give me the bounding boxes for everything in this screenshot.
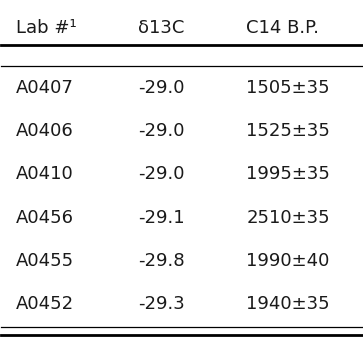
- Text: -29.0: -29.0: [138, 122, 185, 140]
- Text: 1525±35: 1525±35: [246, 122, 330, 140]
- Text: A0452: A0452: [16, 295, 74, 313]
- Text: A0455: A0455: [16, 252, 74, 270]
- Text: 1995±35: 1995±35: [246, 165, 330, 183]
- Text: 1505±35: 1505±35: [246, 79, 330, 97]
- Text: δ13C: δ13C: [138, 19, 185, 37]
- Text: C14 B.P.: C14 B.P.: [246, 19, 319, 37]
- Text: 1990±40: 1990±40: [246, 252, 330, 270]
- Text: -29.8: -29.8: [138, 252, 185, 270]
- Text: -29.0: -29.0: [138, 165, 185, 183]
- Text: -29.1: -29.1: [138, 208, 185, 227]
- Text: A0410: A0410: [16, 165, 74, 183]
- Text: Lab #¹: Lab #¹: [16, 19, 77, 37]
- Text: A0406: A0406: [16, 122, 74, 140]
- Text: A0407: A0407: [16, 79, 74, 97]
- Text: A0456: A0456: [16, 208, 74, 227]
- Text: -29.3: -29.3: [138, 295, 185, 313]
- Text: 2510±35: 2510±35: [246, 208, 330, 227]
- Text: -29.0: -29.0: [138, 79, 185, 97]
- Text: 1940±35: 1940±35: [246, 295, 330, 313]
